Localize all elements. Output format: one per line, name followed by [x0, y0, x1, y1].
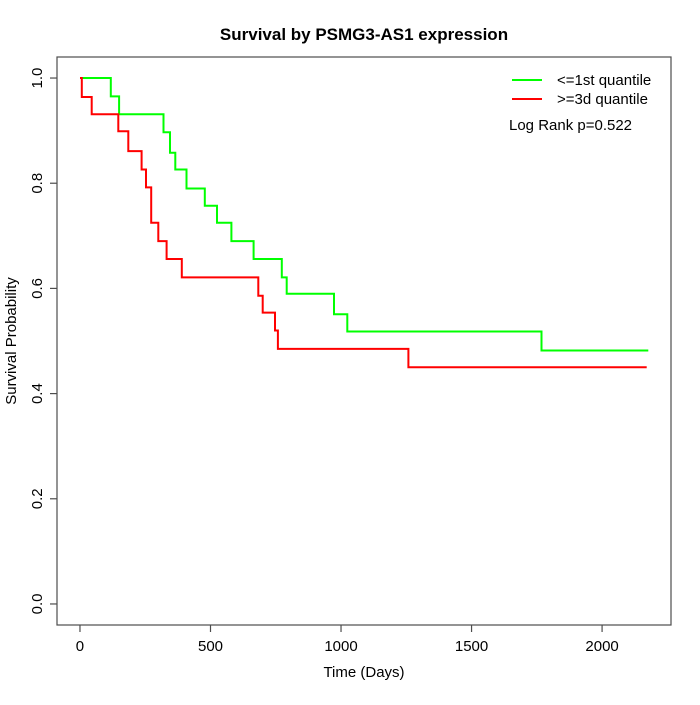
y-tick-label: 1.0: [29, 68, 46, 89]
logrank-pvalue: Log Rank p=0.522: [509, 117, 632, 134]
x-tick-label: 2000: [585, 638, 618, 655]
km-curve-high-expression: [80, 77, 647, 369]
legend-label-high-expression: >=3d quantile: [557, 91, 648, 108]
x-tick-label: 1000: [324, 638, 357, 655]
legend: <=1st quantile >=3d quantile Log Rank p=…: [509, 72, 651, 134]
y-tick-label: 0.0: [29, 594, 46, 615]
y-tick-label: 0.8: [29, 173, 46, 194]
y-tick-label: 0.6: [29, 278, 46, 299]
x-tick-label: 0: [76, 638, 84, 655]
legend-label-low-expression: <=1st quantile: [557, 72, 651, 89]
survival-curves: [80, 77, 649, 369]
plot-area-border: [56, 56, 672, 626]
y-axis-ticks: 0.0 0.2 0.4 0.6 0.8 1.0: [29, 68, 57, 615]
x-axis-ticks: 0 500 1000 1500 2000: [76, 625, 619, 655]
km-curve-low-expression: [80, 77, 649, 352]
chart-title: Survival by PSMG3-AS1 expression: [220, 25, 508, 44]
x-tick-label: 500: [198, 638, 223, 655]
y-axis-label: Survival Probability: [3, 277, 20, 405]
x-tick-label: 1500: [455, 638, 488, 655]
y-tick-label: 0.2: [29, 488, 46, 509]
y-tick-label: 0.4: [29, 383, 46, 404]
x-axis-label: Time (Days): [323, 664, 404, 681]
